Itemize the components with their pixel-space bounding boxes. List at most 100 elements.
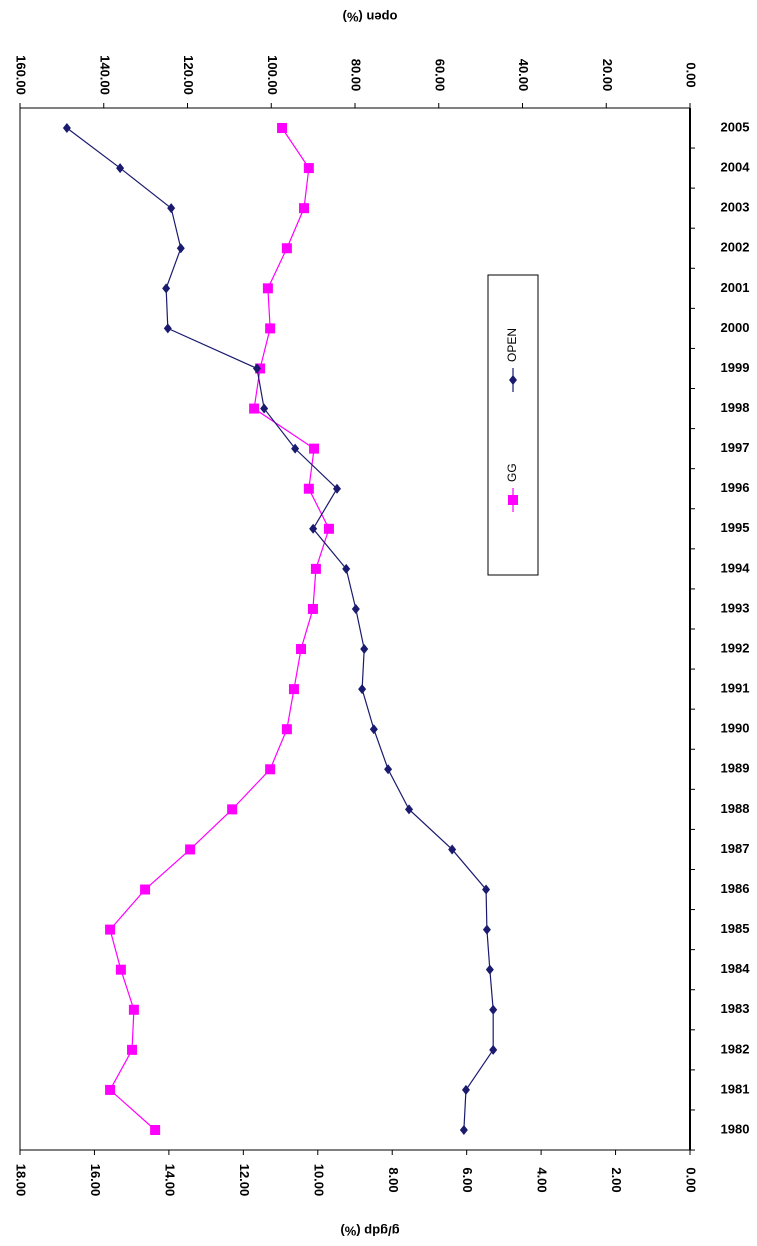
legend-box — [487, 274, 539, 576]
point — [482, 924, 491, 935]
category-label: 1995 — [721, 520, 750, 535]
category-label: 1985 — [721, 921, 750, 936]
point — [167, 203, 176, 214]
top-axis-title: open (%) — [343, 10, 398, 25]
point — [461, 1084, 470, 1095]
point — [260, 403, 269, 414]
point — [265, 323, 276, 334]
top-tick-label: 80.00 — [349, 59, 364, 92]
bottom-tick-label: 4.00 — [535, 1167, 550, 1192]
point — [332, 483, 341, 494]
legend-marker — [508, 495, 518, 505]
category-label: 1993 — [721, 600, 750, 615]
bottom-tick-label: 2.00 — [609, 1167, 624, 1192]
category-label: 2005 — [721, 119, 750, 134]
top-tick-label: 120.00 — [181, 55, 196, 95]
point — [105, 1084, 116, 1095]
point — [303, 483, 314, 494]
point — [485, 964, 494, 975]
series-line — [109, 127, 330, 1131]
category-label: 1991 — [721, 681, 750, 696]
category-label: 2002 — [721, 240, 750, 255]
legend-label: OPEN — [505, 328, 519, 362]
point — [303, 163, 314, 174]
point — [115, 964, 126, 975]
bottom-tick-label: 6.00 — [460, 1167, 475, 1192]
point — [105, 924, 116, 935]
point — [307, 603, 318, 614]
point — [185, 844, 196, 855]
point — [265, 764, 276, 775]
point — [459, 1125, 468, 1135]
category-label: 1988 — [721, 801, 750, 816]
category-label: 1986 — [721, 881, 750, 896]
point — [281, 724, 292, 735]
point — [277, 123, 288, 133]
point — [489, 1004, 498, 1015]
point — [323, 523, 334, 534]
category-label: 1982 — [721, 1041, 750, 1056]
point — [163, 323, 172, 334]
point — [448, 844, 457, 855]
point — [262, 283, 273, 294]
point — [489, 1044, 498, 1055]
category-label: 1990 — [721, 721, 750, 736]
point — [62, 123, 71, 133]
point — [176, 243, 185, 254]
top-tick-label: 100.00 — [265, 55, 280, 95]
top-tick-label: 40.00 — [516, 59, 531, 92]
point — [150, 1125, 161, 1135]
category-label: 1997 — [721, 440, 750, 455]
legend-label: GG — [505, 463, 519, 482]
point — [384, 764, 393, 775]
series-line — [66, 127, 494, 1131]
category-label: 2001 — [721, 280, 750, 295]
point — [369, 724, 378, 735]
category-label: 1999 — [721, 360, 750, 375]
point — [358, 684, 367, 695]
bottom-tick-label: 16.00 — [88, 1164, 103, 1197]
point — [249, 403, 260, 414]
category-label: 1994 — [721, 560, 751, 575]
top-tick-label: 60.00 — [432, 59, 447, 92]
top-tick-label: 140.00 — [97, 55, 112, 95]
bottom-tick-label: 18.00 — [14, 1164, 29, 1197]
point — [288, 684, 299, 695]
point — [405, 804, 414, 815]
category-label: 1987 — [721, 841, 750, 856]
category-label: 1984 — [721, 961, 751, 976]
point — [162, 283, 171, 294]
point — [482, 884, 491, 895]
category-label: 1983 — [721, 1001, 750, 1016]
category-label: 1996 — [721, 480, 750, 495]
category-label: 1992 — [721, 640, 750, 655]
category-label: 2003 — [721, 200, 750, 215]
bottom-axis-title: g/gdp (%) — [340, 1224, 399, 1239]
point — [309, 523, 318, 534]
point — [140, 884, 151, 895]
point — [116, 163, 125, 174]
point — [281, 243, 292, 254]
point — [351, 603, 360, 614]
point — [291, 443, 300, 454]
bottom-tick-label: 14.00 — [162, 1164, 177, 1197]
point — [127, 1044, 138, 1055]
top-tick-label: 20.00 — [600, 59, 615, 92]
legend-marker — [509, 375, 517, 385]
category-label: 1998 — [721, 400, 750, 415]
category-label: 1989 — [721, 761, 750, 776]
point — [128, 1004, 139, 1015]
point — [227, 804, 238, 815]
point — [309, 443, 320, 454]
category-label: 1981 — [721, 1081, 750, 1096]
bottom-tick-label: 8.00 — [386, 1167, 401, 1192]
top-tick-label: 0.00 — [684, 62, 699, 87]
top-tick-label: 160.00 — [14, 55, 29, 95]
category-label: 2000 — [721, 320, 750, 335]
bottom-tick-label: 0.00 — [684, 1167, 699, 1192]
point — [296, 644, 307, 655]
point — [253, 363, 262, 374]
plot-area — [19, 107, 691, 1151]
